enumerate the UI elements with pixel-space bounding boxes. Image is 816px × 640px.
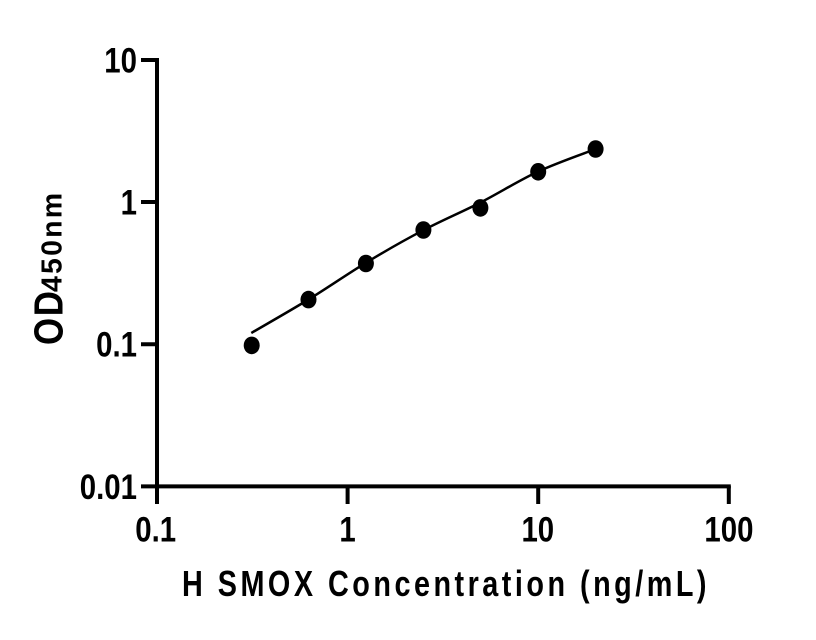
svg-text:100: 100	[704, 510, 753, 549]
svg-text:10: 10	[521, 510, 554, 549]
svg-text:0.01: 0.01	[80, 467, 137, 506]
svg-text:10: 10	[104, 41, 137, 80]
svg-text:OD: OD	[27, 289, 72, 345]
svg-text:H SMOX Concentration (ng/mL): H SMOX Concentration (ng/mL)	[182, 563, 710, 604]
svg-text:450nm: 450nm	[37, 191, 69, 292]
svg-text:1: 1	[121, 183, 137, 222]
svg-text:0.1: 0.1	[135, 510, 176, 549]
svg-text:0.1: 0.1	[96, 325, 137, 364]
svg-text:1: 1	[339, 510, 355, 549]
